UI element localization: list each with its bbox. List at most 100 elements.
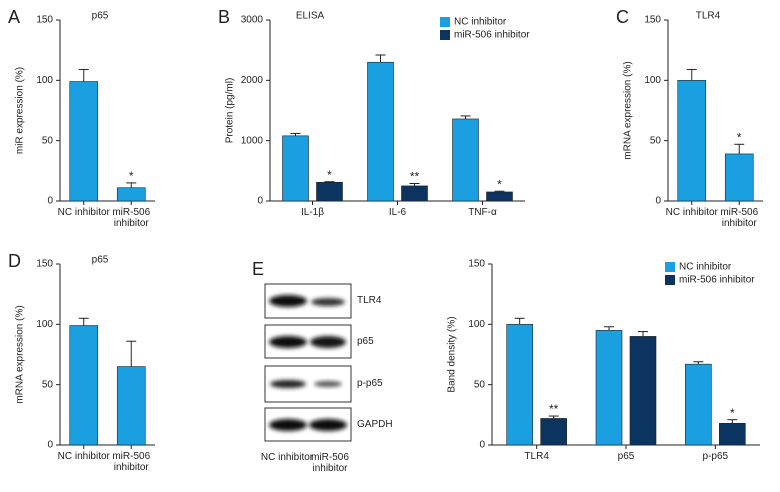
panel-letter: E	[252, 259, 264, 279]
error-bar	[409, 183, 420, 186]
x-tick-label: NC inhibitor	[57, 207, 110, 218]
blot-label: TLR4	[357, 295, 382, 306]
x-tick-label: p65	[617, 451, 635, 462]
y-tick-label: 100	[36, 319, 53, 330]
y-tick-label: 0	[47, 440, 53, 451]
panel-letter: D	[8, 251, 21, 271]
error-bar	[375, 54, 386, 63]
bar	[486, 191, 513, 202]
y-tick-label: 50	[42, 135, 54, 146]
blot-band	[269, 336, 307, 348]
bar	[116, 366, 146, 446]
blot-band	[310, 336, 346, 348]
chart-title: ELISA	[296, 11, 325, 22]
annotation: *	[730, 406, 735, 420]
error-bar	[126, 182, 137, 188]
x-tick-label: NC inhibitor	[57, 451, 110, 462]
y-tick-label: 100	[644, 75, 661, 86]
error-bar	[78, 317, 89, 326]
blot-label: p65	[357, 336, 374, 347]
bar	[685, 363, 712, 446]
lane-label: NC inhibitor	[260, 452, 314, 463]
lane-label: miR-506 inhibitor	[311, 452, 349, 474]
legend-swatch	[440, 30, 450, 40]
error-bar	[693, 361, 704, 365]
y-tick-label: 1000	[241, 135, 264, 146]
error-bar	[604, 326, 614, 331]
blot-label: GAPDH	[357, 419, 393, 430]
y-tick-label: 150	[644, 15, 661, 26]
blot-band	[269, 295, 307, 307]
x-tick-label: NC inhibitor	[665, 207, 718, 218]
chart-title: p65	[92, 11, 109, 22]
annotation: *	[327, 168, 332, 182]
y-tick-label: 0	[257, 196, 263, 207]
y-tick-label: 2000	[241, 75, 264, 86]
x-tick-label: IL-1β	[301, 207, 324, 218]
bar	[719, 422, 746, 446]
bar	[540, 418, 567, 446]
legend-label: miR-506 inhibitor	[454, 30, 530, 41]
error-bar	[734, 143, 745, 154]
error-bar	[78, 68, 89, 82]
x-tick-label: miR-506 inhibitor	[112, 207, 151, 229]
annotation: *	[129, 169, 134, 183]
bar	[116, 187, 146, 202]
y-tick-label: 150	[36, 15, 53, 26]
x-tick-label: TNF-α	[468, 207, 497, 218]
y-tick-label: 3000	[241, 15, 264, 26]
y-tick-label: 100	[468, 319, 485, 330]
y-tick-label: 0	[47, 196, 53, 207]
y-tick-label: 0	[655, 196, 661, 207]
error-bar	[686, 68, 697, 81]
legend-swatch	[665, 275, 675, 285]
y-axis-label: miR expression (%)	[15, 67, 26, 154]
chart-title: p65	[92, 255, 109, 266]
annotation: *	[737, 130, 742, 144]
bar	[595, 330, 623, 446]
bar	[452, 118, 479, 202]
bar	[506, 324, 533, 446]
y-tick-label: 150	[468, 259, 485, 270]
error-bar	[126, 340, 137, 367]
western-blot	[264, 283, 352, 442]
blot-label: p-p65	[357, 378, 383, 389]
y-axis-label: mRNA expression (%)	[623, 61, 634, 159]
annotation: *	[497, 177, 502, 191]
y-tick-label: 0	[479, 440, 485, 451]
bar	[401, 185, 428, 202]
bar	[677, 80, 707, 202]
y-tick-label: 100	[36, 75, 53, 86]
error-bar	[727, 419, 738, 424]
blot-band	[269, 419, 307, 431]
bar	[724, 153, 754, 202]
annotation: **	[549, 402, 559, 416]
panel-letter: B	[218, 7, 230, 27]
blot-band	[309, 419, 347, 431]
error-bar	[324, 181, 335, 183]
bar	[367, 61, 394, 202]
y-tick-label: 50	[474, 379, 486, 390]
y-tick-label: 150	[36, 259, 53, 270]
blot-band	[311, 298, 345, 306]
panel-letter: C	[616, 7, 629, 27]
y-axis-label: Band density (%)	[447, 316, 458, 392]
legend-swatch	[665, 262, 675, 272]
error-bar	[460, 115, 471, 119]
chart-title: TLR4	[696, 11, 721, 22]
bar	[69, 81, 99, 202]
panel-letter: A	[8, 7, 20, 27]
x-tick-label: TLR4	[524, 451, 549, 462]
error-bar	[290, 132, 301, 136]
blot-band	[270, 380, 306, 388]
error-bar	[548, 415, 559, 419]
bar	[629, 336, 657, 446]
bar	[282, 135, 309, 202]
x-tick-label: miR-506 inhibitor	[112, 451, 151, 473]
blot-band	[314, 381, 342, 387]
annotation: **	[410, 170, 420, 184]
error-bar	[494, 190, 505, 192]
x-tick-label: IL-6	[388, 207, 407, 218]
